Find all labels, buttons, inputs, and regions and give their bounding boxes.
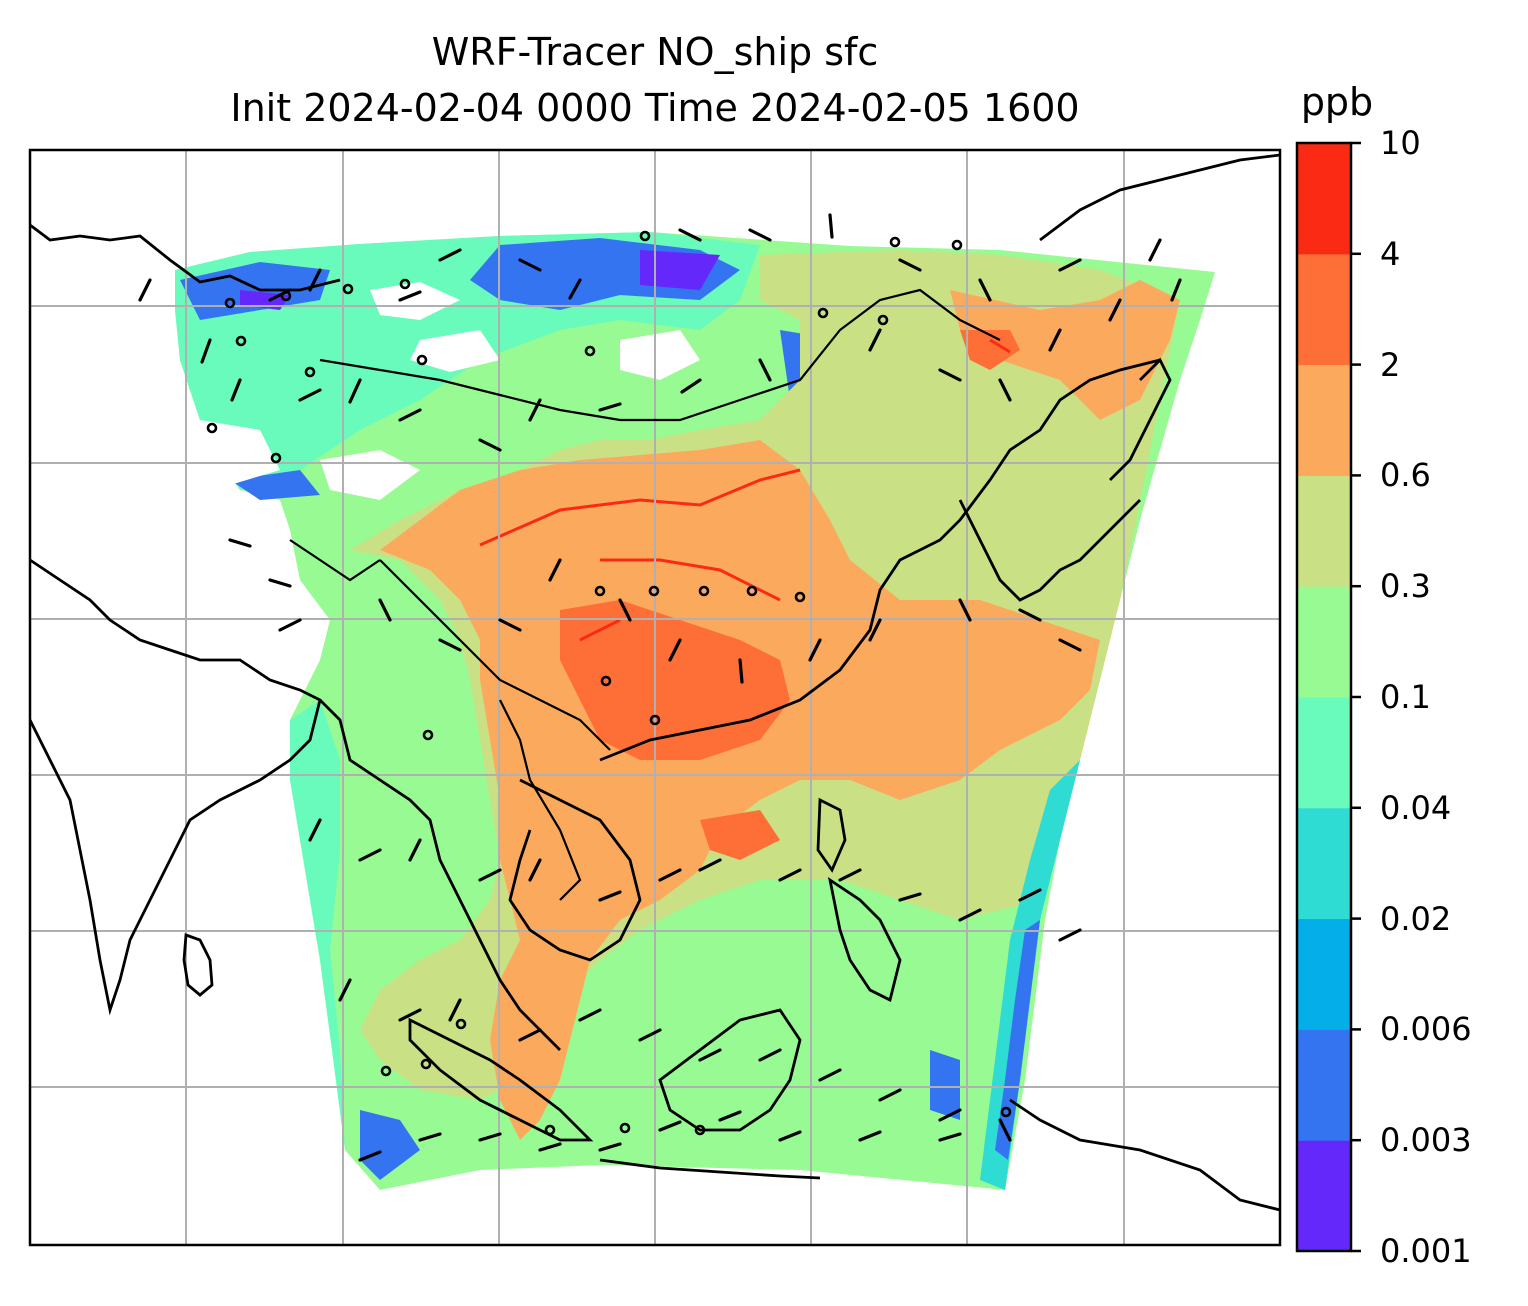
border-china-south bbox=[379, 559, 611, 751]
field-very-high-central bbox=[560, 330, 1020, 860]
coastline-myanmar-thailand bbox=[319, 699, 561, 1051]
colorbar-tick-label: 0.6 bbox=[1380, 456, 1431, 495]
colorbar-unit: ppb bbox=[1300, 80, 1374, 124]
coastline-philippines bbox=[827, 876, 902, 1003]
coastline-srilanka bbox=[182, 933, 214, 997]
colorbar-tick-label: 0.003 bbox=[1380, 1121, 1472, 1160]
colorbar-tick-label: 10 bbox=[1380, 124, 1421, 162]
coastlines bbox=[30, 153, 1280, 1212]
coastline-west-asia bbox=[30, 223, 341, 292]
coastline-borneo bbox=[658, 1008, 802, 1132]
colorbar-tick-label: 0.006 bbox=[1380, 1010, 1472, 1049]
colorbar-band bbox=[1297, 918, 1351, 1030]
colorbar-tick-label: 0.04 bbox=[1380, 788, 1452, 827]
colorbar-band bbox=[1297, 143, 1351, 255]
map-title-line1: WRF-Tracer NO_ship sfc bbox=[431, 30, 879, 74]
field-edge-low-west bbox=[290, 700, 345, 1150]
coastline-korea-japan bbox=[958, 357, 1172, 602]
coastline-java bbox=[599, 1158, 821, 1180]
colorbar-band bbox=[1297, 1029, 1351, 1141]
colorbar-band bbox=[1297, 1140, 1351, 1252]
map-title-line2: Init 2024-02-04 0000 Time 2024-02-05 160… bbox=[230, 86, 1080, 130]
coastline-india bbox=[30, 558, 322, 1016]
map-frame bbox=[28, 148, 1282, 1247]
calm-wind-circles bbox=[206, 230, 1012, 1136]
field-peak-lines bbox=[479, 338, 1011, 642]
colorbar-band bbox=[1297, 807, 1351, 920]
gridlines bbox=[30, 150, 1280, 1245]
border-mainland-sea bbox=[499, 699, 582, 901]
colorbar-tick-label: 0.001 bbox=[1380, 1232, 1472, 1270]
country-borders bbox=[289, 288, 1001, 901]
map-plot-area bbox=[30, 150, 1280, 1245]
colorbar bbox=[1295, 141, 1361, 1253]
coastline-sumatra bbox=[408, 1017, 594, 1142]
field-very-low-north bbox=[180, 238, 840, 500]
border-china-mongolia bbox=[319, 288, 1001, 422]
border-india-china bbox=[289, 539, 381, 582]
coastline-china bbox=[599, 358, 1161, 762]
coastline-northeast-asia bbox=[1039, 153, 1280, 242]
colorbar-tick-label: 2 bbox=[1380, 345, 1401, 384]
colorbar-tick-label: 0.02 bbox=[1380, 899, 1452, 938]
wind-barbs bbox=[138, 213, 1182, 1162]
colorbar-tick-label: 0.3 bbox=[1380, 567, 1431, 606]
colorbar-band bbox=[1297, 253, 1351, 366]
coastline-taiwan bbox=[816, 797, 847, 873]
coastline-newguinea bbox=[1009, 1098, 1280, 1212]
colorbar-tick-label: 0.1 bbox=[1380, 678, 1431, 716]
colorbar-band bbox=[1297, 364, 1351, 476]
coastline-indochina bbox=[508, 778, 642, 962]
colorbar-band bbox=[1297, 697, 1351, 809]
colorbar-tick-label: 4 bbox=[1380, 234, 1401, 273]
colorbar-band bbox=[1297, 475, 1351, 587]
colorbar-band bbox=[1297, 586, 1351, 698]
